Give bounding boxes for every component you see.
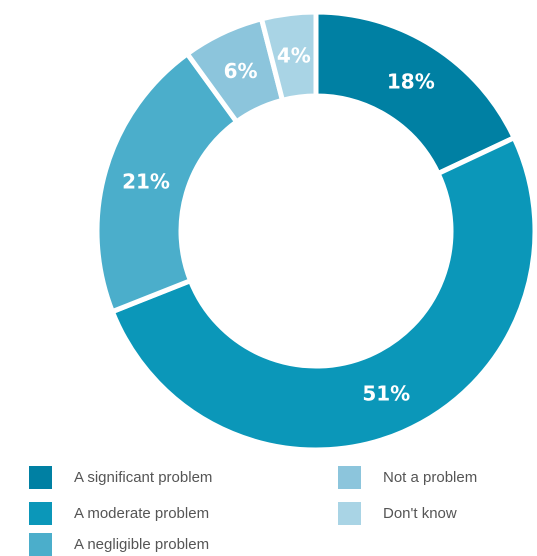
legend-item-moderate: A moderate problem xyxy=(29,501,209,525)
chart-legend: A significant problem A moderate problem… xyxy=(0,460,537,556)
legend-item-dont-know: Don't know xyxy=(338,501,457,525)
legend-swatch-significant xyxy=(29,465,52,489)
legend-swatch-moderate xyxy=(29,501,52,525)
slice-label-not-a-problem: 6% xyxy=(224,59,258,83)
legend-swatch-negligible xyxy=(29,532,52,556)
slice-negligible xyxy=(94,50,241,315)
legend-label-negligible: A negligible problem xyxy=(74,535,210,553)
slice-label-negligible: 21% xyxy=(122,170,170,194)
legend-swatch-dont-know xyxy=(338,501,361,525)
legend-label-dont-know: Don't know xyxy=(383,504,457,522)
slice-label-dont-know: 4% xyxy=(277,43,311,67)
donut-chart: 18% 51% 21% 6% 4% xyxy=(94,9,537,453)
legend-swatch-not-a-problem xyxy=(338,465,361,489)
legend-item-significant: A significant problem xyxy=(29,465,212,489)
legend-label-not-a-problem: Not a problem xyxy=(383,468,478,486)
legend-item-not-a-problem: Not a problem xyxy=(338,465,477,489)
slice-label-significant: 18% xyxy=(387,70,435,94)
legend-label-moderate: A moderate problem xyxy=(74,504,210,522)
legend-label-significant: A significant problem xyxy=(74,468,213,486)
slice-label-moderate: 51% xyxy=(362,381,410,405)
slice-dont-know xyxy=(258,9,319,104)
slice-significant xyxy=(313,9,518,177)
legend-item-negligible: A negligible problem xyxy=(29,532,209,556)
slice-moderate xyxy=(109,134,537,453)
